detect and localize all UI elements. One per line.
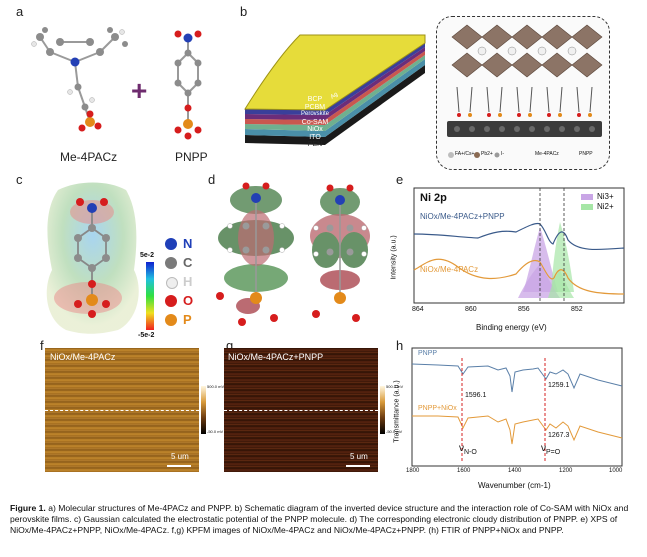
kpfm-image-f: NiOx/Me-4PACz 5 um [45, 348, 199, 472]
xps-tick-852: 852 [571, 306, 583, 313]
ftir-mark-no-symbol: ν [459, 443, 464, 454]
legend-n-label: N [183, 236, 193, 251]
kpfm-f-title: NiOx/Me-4PACz [50, 352, 116, 362]
legend-n-atom-icon [165, 238, 177, 250]
panel-f-label: f [40, 338, 44, 353]
plus-sign: + [131, 75, 148, 106]
ftir-y-axis-label: Transmittance (a.u.) [393, 380, 401, 443]
molecule-me-4pacz-label: Me-4PACz [60, 150, 118, 164]
kpfm-f-scalebar-label: 5 um [171, 452, 189, 461]
kpfm-g-profile-line [224, 410, 378, 411]
ftir-tick-1400: 1400 [508, 468, 522, 474]
inset-legend-cations: FA+/Cs+ [455, 151, 475, 157]
kpfm-g-colorbar [380, 386, 385, 434]
legend-o-atom-icon [165, 295, 177, 307]
layer-label-co-sam: Co-SAM [301, 118, 329, 126]
zoom-inset-frame: FA+/Cs+ Pb2+ I- Me-4PACz PNPP [436, 16, 610, 170]
layer-label-ito: ITO [309, 133, 321, 141]
layer-label-perovskite: Perovskite [300, 111, 329, 117]
ftir-x-axis-label: Wavenumber (cm-1) [478, 481, 551, 490]
xps-title: Ni 2p [420, 192, 447, 204]
legend-p-atom-icon [165, 314, 177, 326]
esp-scale-top: 5e-2 [140, 252, 155, 259]
ftir-mark-no: νN-O [459, 443, 477, 456]
panel-g-label: g [226, 338, 234, 353]
kpfm-g-cbar-bottom: -50.0 mV [386, 429, 403, 434]
ftir-peak-1596: 1596.1 [465, 392, 487, 399]
ftir-mark-po-symbol: ν [541, 443, 546, 454]
legend-h-label: H [183, 274, 193, 289]
xps-tick-864: 864 [412, 306, 424, 313]
xps-tick-856: 856 [518, 306, 530, 313]
esp-color-scale [146, 262, 154, 330]
ftir-mark-no-sub: N-O [464, 449, 477, 456]
panel-h-label: h [396, 338, 404, 353]
ftir-trace-pnpp-niox [412, 415, 623, 445]
ftir-trace-pnpp [411, 363, 623, 393]
ftir-mark-po-sub: P=O [546, 449, 561, 456]
layer-label-bcp: BCP [307, 96, 323, 103]
panel-c-label: c [16, 172, 23, 187]
xps-trace-bottom-label: NiOx/Me-4PACz [420, 265, 479, 274]
ftir-tick-1800: 1800 [406, 468, 420, 474]
ftir-tick-1000: 1000 [609, 468, 623, 474]
layer-labels: BCP PCBM Perovskite Co-SAM NiOx ITO PEN [295, 96, 335, 149]
legend-h-atom-icon [166, 277, 178, 289]
panel-d-label: d [208, 172, 216, 187]
kpfm-f-cbar-top: 500.0 mV [207, 384, 225, 389]
perovskite-interface-illustration [447, 24, 603, 158]
layer-label-pcbm: PCBM [304, 103, 326, 111]
kpfm-g-cbar-top: 500.0 mV [386, 384, 404, 389]
xps-legend-ni2: Ni2+ [597, 202, 614, 211]
panel-b-label: b [240, 4, 248, 19]
xps-legend-ni3: Ni3+ [597, 192, 614, 201]
ftir-peak-1259: 1259.1 [548, 382, 570, 389]
molecule-me-4pacz-structure [31, 27, 128, 132]
legend-c-atom-icon [165, 257, 177, 269]
xps-trace-top-label: NiOx/Me-4PACz+PNPP [420, 212, 505, 221]
kpfm-image-g: NiOx/Me-4PACz+PNPP 5 um [224, 348, 378, 472]
device-layer-stack: Ag [244, 34, 426, 145]
figure-caption-text: a) Molecular structures of Me-4PACz and … [10, 503, 629, 536]
ftir-trace-bottom-label: PNPP+NiOx [418, 405, 457, 412]
kpfm-f-cbar-bottom: -50.0 mV [207, 429, 224, 434]
element-legend: N C H O P [165, 236, 205, 331]
legend-p-label: P [183, 312, 192, 327]
legend-c-label: C [183, 255, 193, 270]
kpfm-g-scalebar-label: 5 um [350, 452, 368, 461]
electrostatic-potential-map [46, 182, 139, 334]
inset-legend-pb: Pb2+ [481, 151, 493, 157]
kpfm-g-title: NiOx/Me-4PACz+PNPP [228, 352, 324, 362]
esp-scale-bottom: -5e-2 [138, 332, 155, 339]
xps-tick-860: 860 [465, 306, 477, 313]
xps-y-axis-label: Intensity (a.u.) [390, 235, 398, 280]
ftir-trace-top-label: PNPP [418, 350, 438, 357]
inset-legend-i: I- [501, 151, 505, 157]
inset-legend-me-4pacz: Me-4PACz [535, 151, 559, 157]
xps-x-axis-label: Binding energy (eV) [476, 323, 547, 332]
panel-a-label: a [16, 4, 24, 19]
svg-text:Ag: Ag [330, 92, 339, 101]
kpfm-f-colorbar [201, 386, 206, 434]
electron-cloud-distribution [216, 182, 370, 326]
ftir-peak-1267: 1267.3 [548, 432, 570, 439]
xps-ni2p-chart [413, 187, 625, 304]
ftir-tick-1600: 1600 [457, 468, 471, 474]
ftir-mark-po: νP=O [541, 443, 560, 456]
kpfm-f-profile-line [45, 410, 199, 411]
layer-label-pen: PEN [307, 141, 323, 148]
layer-label-niox: NiOx [307, 126, 323, 133]
xps-trace-bottom [413, 258, 625, 295]
legend-o-label: O [183, 293, 194, 308]
molecule-pnpp-label: PNPP [175, 150, 208, 164]
kpfm-f-scalebar [167, 465, 191, 467]
molecule-pnpp-structure [174, 30, 202, 140]
figure-caption: Figure 1. a) Molecular structures of Me-… [10, 503, 638, 537]
inset-legend-pnpp: PNPP [579, 151, 593, 157]
ftir-chart [411, 347, 623, 467]
figure-caption-lead: Figure 1. [10, 503, 46, 513]
kpfm-g-scalebar [346, 465, 370, 467]
panel-e-label: e [396, 172, 404, 187]
ftir-tick-1200: 1200 [559, 468, 573, 474]
